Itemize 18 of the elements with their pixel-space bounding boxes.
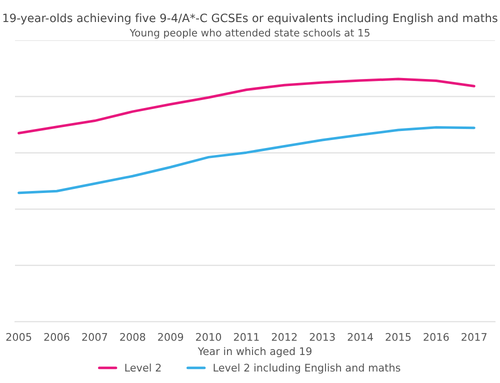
x-tick-label: 2007 [82, 333, 108, 341]
legend-label: Level 2 [125, 364, 161, 372]
x-axis-title: Year in which aged 19 [198, 347, 312, 358]
x-tick-label: 2013 [310, 333, 335, 341]
x-tick-label: 2012 [272, 333, 297, 341]
x-tick-label: 2014 [348, 333, 373, 341]
chart-title: 19-year-olds achieving five 9-4/A*-C GCSEs or equivalents including English and maths [3, 13, 498, 24]
x-tick-label: 2006 [44, 333, 70, 341]
x-tick-label: 2011 [234, 333, 259, 341]
chart-subtitle: Young people who attended state schools at 15 [130, 28, 370, 39]
x-tick-label: 2016 [424, 333, 449, 341]
x-tick-label: 2009 [158, 333, 184, 341]
x-tick-label: 2005 [6, 333, 32, 341]
x-tick-label: 2008 [120, 333, 146, 341]
x-tick-label: 2010 [196, 333, 222, 341]
x-tick-label: 2017 [462, 333, 486, 341]
legend-label: Level 2 including English and maths [214, 364, 400, 374]
x-tick-label: 2015 [386, 333, 411, 341]
